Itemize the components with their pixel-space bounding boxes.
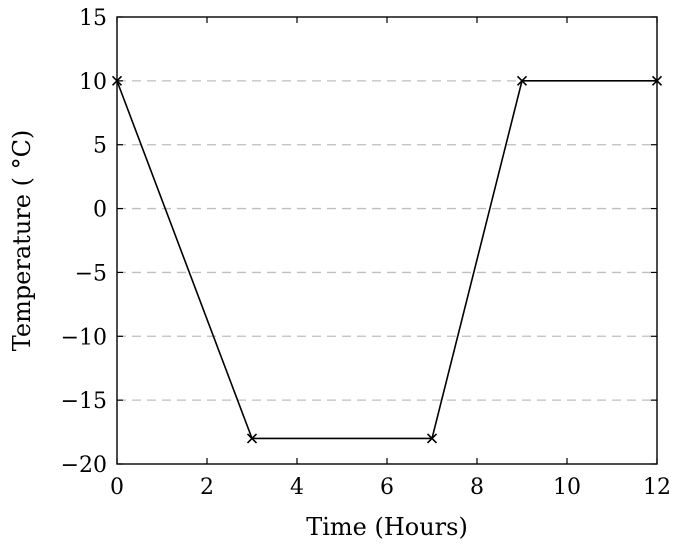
plot-frame	[116, 16, 658, 465]
x-tick-label: 6	[380, 475, 394, 500]
y-tick-label: 15	[79, 6, 107, 31]
marker-stroke	[246, 433, 258, 444]
y-tick-label: −20	[61, 453, 107, 478]
y-tick-label: 10	[79, 70, 107, 95]
y-tick-label: 0	[93, 198, 107, 223]
x-axis-title: Time (Hours)	[306, 513, 468, 541]
x-tick-label: 12	[643, 475, 671, 500]
data-point	[426, 433, 438, 444]
y-tick-label: −10	[61, 325, 107, 350]
marker-stroke	[426, 433, 438, 444]
data-point	[246, 433, 258, 444]
x-tick-label: 0	[110, 475, 124, 500]
x-tick-label: 8	[470, 475, 484, 500]
x-tick-label: 10	[553, 475, 581, 500]
y-tick-label: −5	[75, 261, 107, 286]
series-line	[116, 80, 657, 440]
grid-lines	[117, 80, 657, 401]
axes	[116, 16, 658, 465]
data-point	[516, 75, 528, 86]
marker-stroke	[516, 75, 528, 86]
x-tick-label: 4	[290, 475, 304, 500]
x-tick-label: 2	[200, 475, 214, 500]
y-tick-label: 5	[93, 134, 107, 159]
y-tick-label: −15	[61, 389, 107, 414]
tick-labels: 0 2 4 6 8 10 12 15 10 5 0 −5 −10 −15 −20	[61, 6, 671, 500]
y-axis-title: Temperature ( °C)	[8, 130, 36, 352]
series-layer	[111, 75, 663, 444]
